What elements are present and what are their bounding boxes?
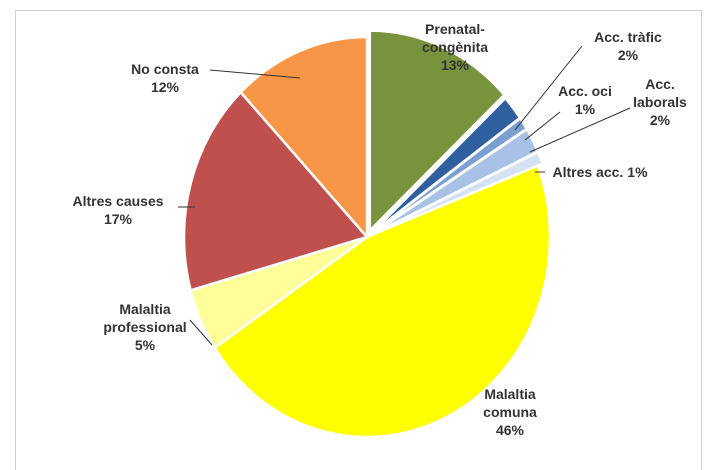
slice-label: Altres causes 17% — [53, 192, 183, 228]
slice-label: Malaltia comuna 46% — [465, 385, 555, 439]
category-label: No consta — [131, 61, 199, 77]
category-label: Altres acc. — [552, 164, 624, 180]
value-label: 13% — [440, 57, 470, 73]
pie-slice — [371, 150, 545, 237]
pie-slice — [212, 163, 552, 439]
value-label: 46% — [495, 422, 525, 438]
slice-label: Prenatal-congènita 13% — [410, 20, 500, 74]
slice-label: Malaltia professional 5% — [90, 300, 200, 354]
slice-label: Acc. tràfic 2% — [583, 28, 673, 64]
category-label: Acc. oci — [558, 83, 612, 99]
leader-line — [524, 111, 561, 141]
value-label: 1% — [574, 101, 596, 117]
frame — [15, 10, 702, 470]
slice-label: Acc. laborals 2% — [625, 75, 695, 129]
pie-slice — [239, 35, 369, 241]
category-label: Malaltia comuna — [483, 386, 537, 420]
category-label: Malaltia professional — [103, 301, 187, 335]
value-label: 17% — [103, 211, 133, 227]
category-label: Prenatal-congènita — [421, 21, 489, 55]
slice-label: Altres acc. 1% — [530, 163, 670, 181]
slice-label: Acc. oci 1% — [545, 82, 625, 118]
category-label: Altres causes — [72, 193, 164, 209]
category-label: Acc. laborals — [633, 76, 687, 110]
value-label: 1% — [627, 164, 648, 180]
leader-line — [514, 45, 583, 131]
category-label: Acc. tràfic — [594, 29, 662, 45]
leader-line — [189, 319, 213, 346]
pie-slice — [182, 90, 370, 292]
value-label: 2% — [617, 47, 639, 63]
value-label: 2% — [649, 112, 671, 128]
value-label: 12% — [150, 79, 180, 95]
leader-line — [529, 107, 631, 153]
slice-label: No consta 12% — [110, 60, 220, 96]
pie-slice — [368, 29, 506, 234]
leader-line — [209, 69, 301, 79]
value-label: 5% — [134, 337, 156, 353]
